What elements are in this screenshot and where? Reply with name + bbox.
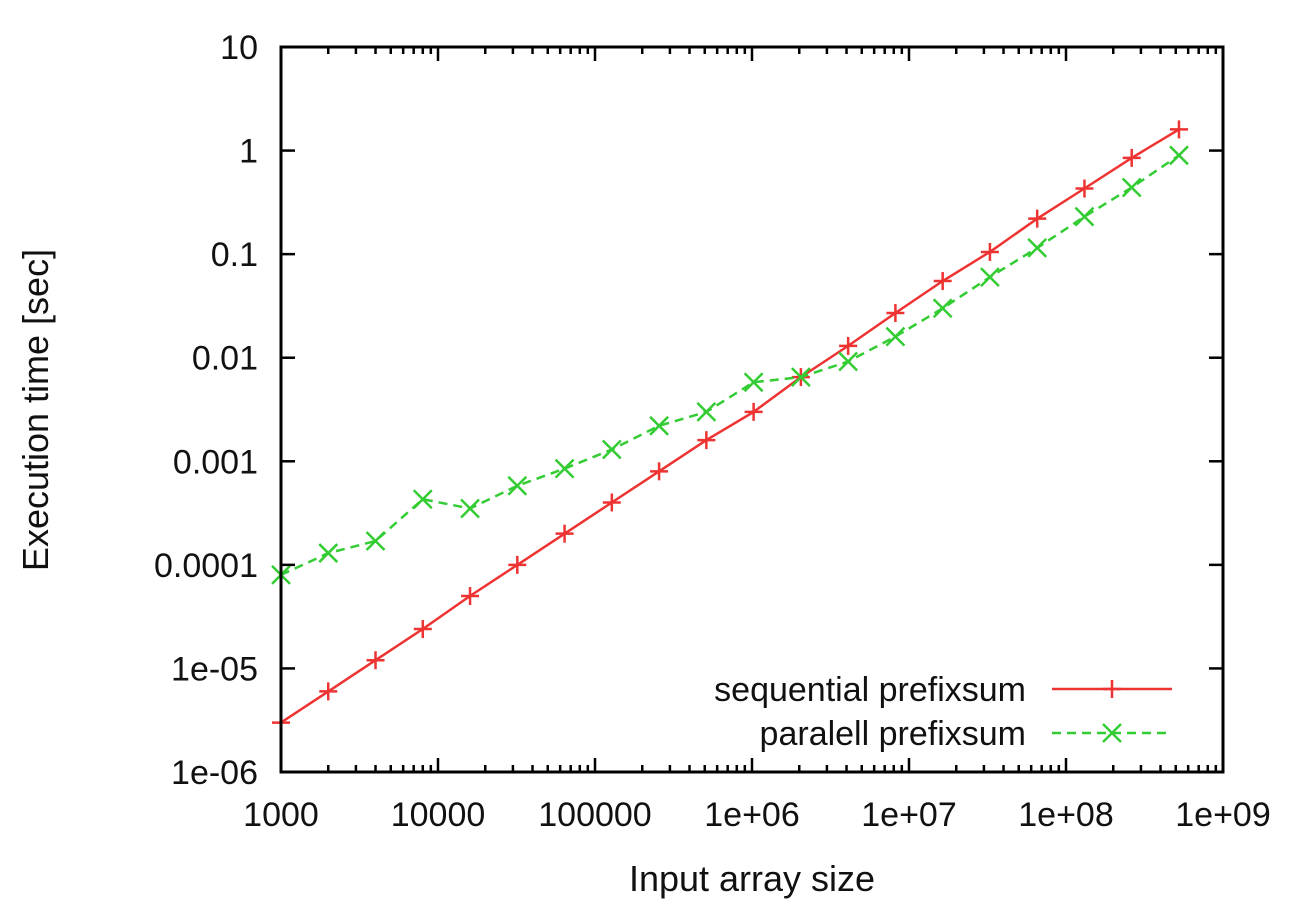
y-tick-label: 10 [220, 29, 258, 67]
y-axis-label: Execution time [sec] [15, 249, 56, 571]
y-tick-label: 1 [239, 133, 258, 171]
data-point-x-b [838, 351, 859, 372]
y-tick-label: 1e-05 [171, 650, 258, 688]
data-point-x-b [743, 372, 764, 393]
data-point-x-b [1169, 145, 1189, 166]
data-point-x-b [412, 489, 433, 510]
x-axis-label: Input array size [629, 858, 875, 899]
x-tick-label: 1e+09 [1175, 796, 1271, 834]
y-tick-label: 1e-06 [171, 754, 258, 792]
data-point-x-b [1121, 177, 1142, 198]
series-line [280, 128, 1180, 724]
y-tick-label: 0.1 [211, 236, 258, 274]
data-point-x-b [885, 326, 906, 347]
x-tick-label: 1e+07 [861, 796, 957, 834]
y-tick-label: 0.001 [173, 443, 258, 481]
x-tick-label: 100000 [538, 796, 651, 834]
y-axis: 1e-06 1e-05 0.0001 0.001 0.01 0.1 1 10 [154, 29, 1223, 792]
x-tick-label: 1e+08 [1018, 796, 1114, 834]
data-point-x-b [601, 439, 622, 460]
data-point-x-b [1102, 723, 1122, 743]
data-point-x-b [318, 543, 339, 563]
series-1 [272, 120, 1188, 732]
x-tick-label: 10000 [391, 796, 486, 834]
legend: sequential prefixsum paralell prefixsum [714, 671, 1172, 753]
series-layer [271, 120, 1189, 732]
data-point-x-b [507, 475, 528, 496]
data-point-x-b [1027, 237, 1048, 258]
plot-frame [279, 45, 1225, 774]
data-point-x-b [932, 298, 953, 319]
y-tick-label: 0.01 [192, 340, 258, 378]
data-point-x-b [696, 401, 717, 422]
data-point-x-b [790, 367, 811, 387]
data-point-x-b [554, 458, 575, 479]
legend-label: sequential prefixsum [714, 671, 1026, 709]
y-tick-label: 0.0001 [154, 547, 258, 585]
data-point-x-b [365, 531, 386, 551]
legend-label: paralell prefixsum [760, 715, 1026, 753]
data-point-x-b [649, 415, 669, 436]
series-2 [271, 145, 1189, 585]
x-axis: 1000 10000 100000 1e+06 1e+07 1e+08 1e+09 [243, 47, 1271, 834]
data-point-x-b [460, 498, 480, 519]
series-line [280, 154, 1180, 577]
x-tick-label: 1000 [243, 796, 319, 834]
data-point-x-b [980, 267, 1000, 288]
data-point-x-b [1074, 206, 1095, 227]
x-tick-label: 1e+06 [704, 796, 800, 834]
